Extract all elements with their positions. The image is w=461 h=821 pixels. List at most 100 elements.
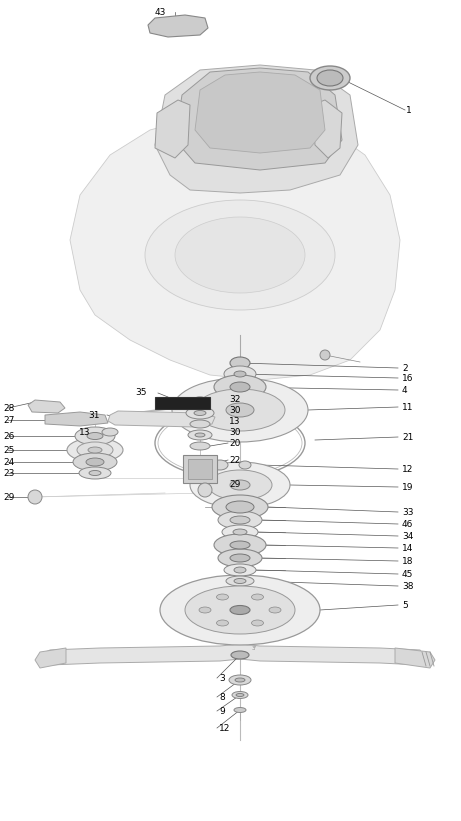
Ellipse shape — [214, 375, 266, 399]
Text: 23: 23 — [3, 469, 14, 478]
Ellipse shape — [185, 586, 295, 634]
Text: 18: 18 — [402, 557, 414, 566]
Polygon shape — [312, 100, 342, 158]
Text: 19: 19 — [402, 483, 414, 492]
Ellipse shape — [186, 407, 214, 419]
Ellipse shape — [234, 567, 246, 573]
Ellipse shape — [175, 217, 305, 293]
Ellipse shape — [190, 442, 210, 450]
Text: 1: 1 — [406, 106, 412, 114]
Polygon shape — [155, 100, 190, 158]
Ellipse shape — [194, 410, 206, 415]
Ellipse shape — [28, 490, 42, 504]
Text: 3': 3' — [252, 645, 257, 650]
Ellipse shape — [102, 428, 118, 436]
Polygon shape — [155, 65, 358, 193]
Ellipse shape — [226, 576, 254, 586]
Ellipse shape — [230, 541, 250, 549]
Ellipse shape — [73, 453, 117, 471]
Ellipse shape — [232, 691, 248, 699]
Ellipse shape — [212, 495, 268, 519]
Polygon shape — [195, 72, 325, 153]
Text: 30: 30 — [229, 406, 241, 415]
Ellipse shape — [239, 461, 251, 469]
Text: 29: 29 — [229, 479, 240, 488]
Ellipse shape — [230, 516, 250, 524]
Ellipse shape — [233, 529, 247, 535]
Ellipse shape — [320, 350, 330, 360]
Text: 13: 13 — [78, 428, 90, 437]
Text: 8: 8 — [219, 692, 225, 701]
Ellipse shape — [217, 620, 229, 626]
Ellipse shape — [226, 501, 254, 513]
Ellipse shape — [224, 564, 256, 576]
Ellipse shape — [199, 607, 211, 613]
Ellipse shape — [269, 607, 281, 613]
Text: 3: 3 — [219, 673, 225, 682]
Bar — [183, 455, 217, 483]
Polygon shape — [395, 648, 435, 668]
Ellipse shape — [230, 357, 250, 369]
Ellipse shape — [208, 470, 272, 500]
Text: 29: 29 — [3, 493, 14, 502]
Ellipse shape — [88, 447, 102, 453]
Text: 45: 45 — [402, 570, 414, 579]
Ellipse shape — [310, 66, 350, 90]
Polygon shape — [28, 400, 65, 413]
Polygon shape — [35, 648, 66, 668]
Polygon shape — [108, 411, 215, 427]
Text: 31: 31 — [89, 410, 100, 420]
Ellipse shape — [234, 579, 246, 584]
Text: 30: 30 — [229, 428, 241, 437]
Ellipse shape — [231, 651, 249, 659]
Text: 46: 46 — [402, 520, 414, 529]
Text: 32: 32 — [229, 395, 240, 403]
Ellipse shape — [234, 371, 246, 377]
Ellipse shape — [191, 397, 209, 407]
Text: 35: 35 — [136, 388, 147, 397]
Text: 2: 2 — [402, 364, 408, 373]
Text: 13: 13 — [229, 416, 241, 425]
Ellipse shape — [198, 483, 212, 497]
Ellipse shape — [79, 467, 111, 479]
Text: 5: 5 — [402, 600, 408, 609]
Ellipse shape — [67, 438, 123, 462]
Text: 38: 38 — [402, 581, 414, 590]
Text: 33: 33 — [402, 507, 414, 516]
Ellipse shape — [195, 389, 285, 431]
Ellipse shape — [230, 606, 250, 614]
Ellipse shape — [236, 694, 244, 696]
Ellipse shape — [77, 442, 113, 458]
Ellipse shape — [87, 433, 103, 439]
Text: 21: 21 — [402, 433, 414, 442]
Ellipse shape — [230, 382, 250, 392]
Ellipse shape — [230, 554, 250, 562]
Ellipse shape — [89, 470, 101, 475]
Polygon shape — [45, 412, 108, 426]
Ellipse shape — [214, 534, 266, 556]
Text: 27: 27 — [3, 415, 14, 424]
Ellipse shape — [188, 430, 212, 440]
Text: 26: 26 — [3, 432, 14, 441]
Text: 16: 16 — [402, 374, 414, 383]
Text: 12: 12 — [219, 723, 230, 732]
Ellipse shape — [252, 620, 264, 626]
Ellipse shape — [235, 678, 245, 682]
Ellipse shape — [217, 594, 229, 600]
Ellipse shape — [317, 70, 343, 86]
Ellipse shape — [230, 480, 250, 490]
Text: 12: 12 — [402, 465, 414, 474]
Text: 11: 11 — [402, 402, 414, 411]
Text: 34: 34 — [402, 531, 414, 540]
Ellipse shape — [234, 708, 246, 713]
Text: 28: 28 — [3, 403, 14, 412]
Text: 25: 25 — [3, 446, 14, 455]
Ellipse shape — [252, 594, 264, 600]
Ellipse shape — [190, 462, 290, 508]
Ellipse shape — [218, 511, 262, 529]
Ellipse shape — [86, 458, 104, 466]
Ellipse shape — [212, 460, 228, 470]
Polygon shape — [148, 15, 208, 37]
Ellipse shape — [224, 366, 256, 382]
Polygon shape — [175, 68, 342, 170]
